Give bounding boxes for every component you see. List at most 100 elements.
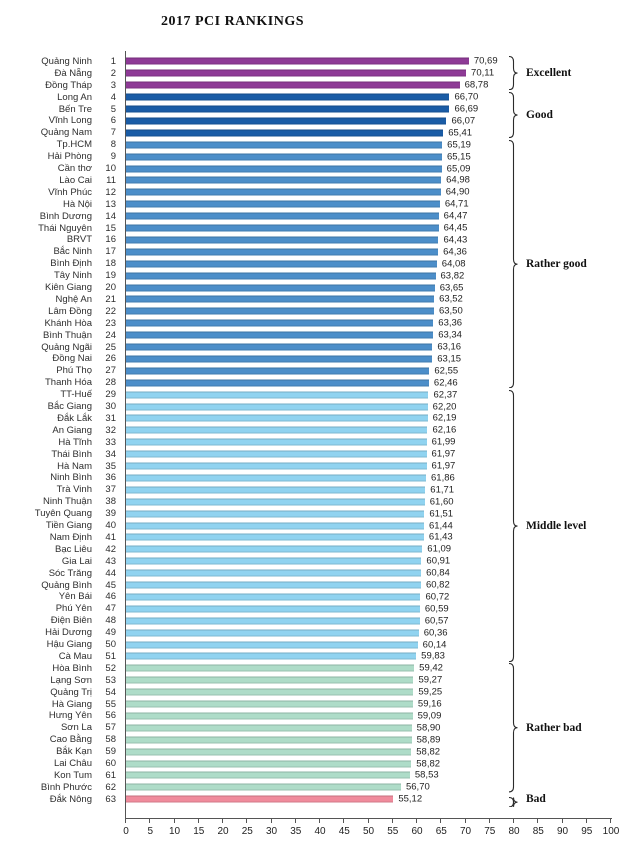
x-axis-tick <box>319 818 320 823</box>
score-bar <box>126 450 427 458</box>
bar-cell: 58,89 <box>126 734 638 746</box>
bar-cell: 64,36 <box>126 246 638 258</box>
score-value: 60,82 <box>425 579 450 591</box>
rank-label: 45 <box>105 579 116 591</box>
score-value: 64,08 <box>441 258 466 270</box>
province-label: Tiền Giang <box>45 520 92 532</box>
bar-cell: 60,57 <box>126 615 638 627</box>
bar-row: Khánh Hòa 23 63,36 <box>0 317 638 329</box>
bar-row: Kon Tum 61 58,53 <box>0 770 638 782</box>
rank-label: 37 <box>105 484 116 496</box>
score-bar <box>126 498 425 506</box>
score-value: 65,41 <box>448 127 473 139</box>
rank-label: 61 <box>105 769 116 781</box>
province-label: Quảng Ngãi <box>41 341 92 353</box>
score-value: 62,16 <box>432 424 457 436</box>
score-bar <box>126 295 435 303</box>
score-value: 63,36 <box>438 317 463 329</box>
bar-cell: 62,20 <box>126 401 638 413</box>
score-value: 61,71 <box>430 484 455 496</box>
bar-cell: 64,08 <box>126 258 638 270</box>
province-label: Cà Mau <box>58 650 92 662</box>
bar-cell: 66,70 <box>126 91 638 103</box>
bar-row: Nghệ An 21 63,52 <box>0 294 638 306</box>
rank-label: 53 <box>105 674 116 686</box>
category-label: Rather good <box>526 257 587 270</box>
province-label: Quảng Ninh <box>41 55 92 67</box>
rank-label: 58 <box>105 734 116 746</box>
score-value: 63,50 <box>438 305 463 317</box>
rank-label: 12 <box>105 186 116 198</box>
score-bar <box>126 188 441 196</box>
x-axis-tick-label: 40 <box>314 826 326 837</box>
score-value: 62,20 <box>432 401 457 413</box>
bar-cell: 56,70 <box>126 781 638 793</box>
bar-cell: 63,16 <box>126 341 638 353</box>
score-bar <box>126 355 433 363</box>
province-label: Hà Tĩnh <box>58 436 92 448</box>
score-bar <box>126 236 439 244</box>
score-value: 66,69 <box>454 103 479 115</box>
rank-label: 23 <box>105 317 116 329</box>
score-value: 65,15 <box>446 151 471 163</box>
score-bar <box>126 319 434 327</box>
score-bar <box>126 224 439 232</box>
rank-label: 13 <box>105 198 116 210</box>
bar-cell: 59,27 <box>126 674 638 686</box>
category-brace <box>508 139 519 389</box>
score-value: 60,72 <box>425 591 450 603</box>
bar-cell: 58,82 <box>126 758 638 770</box>
bar-row: Cà Mau 51 59,83 <box>0 651 638 663</box>
category-label: Bad <box>526 793 546 806</box>
score-bar <box>126 129 444 137</box>
bar-row: Nam Định 41 61,43 <box>0 532 638 544</box>
bar-row: Ninh Bình 36 61,86 <box>0 472 638 484</box>
category-label: Excellent <box>526 67 572 80</box>
bar-cell: 61,71 <box>126 484 638 496</box>
bar-cell: 59,16 <box>126 698 638 710</box>
bar-row: Đà Nẵng 2 70,11 <box>0 67 638 79</box>
score-value: 63,34 <box>438 329 462 341</box>
bar-row: Đắk Lắk 31 62,19 <box>0 413 638 425</box>
score-bar <box>126 486 426 494</box>
score-bar <box>126 141 443 149</box>
x-axis-tick-label: 30 <box>265 826 278 837</box>
province-label: Tp.HCM <box>56 139 92 151</box>
score-bar <box>126 545 423 553</box>
bar-cell: 59,42 <box>126 662 638 674</box>
score-bar <box>126 462 427 470</box>
score-bar <box>126 165 442 173</box>
rank-label: 38 <box>105 496 116 508</box>
bar-cell: 65,15 <box>126 151 638 163</box>
bar-row: Kiên Giang 20 63,65 <box>0 282 638 294</box>
score-value: 58,82 <box>416 746 441 758</box>
rank-label: 54 <box>105 686 116 698</box>
bar-row: An Giang 32 62,16 <box>0 424 638 436</box>
x-axis-tick <box>246 818 248 823</box>
province-label: Lâm Đồng <box>48 305 92 317</box>
score-value: 60,91 <box>426 555 451 567</box>
province-label: Bình Dương <box>39 210 92 222</box>
bar-row: Lạng Sơn 53 59,27 <box>0 674 638 686</box>
x-axis-tick-label: 65 <box>435 826 447 837</box>
score-bar <box>126 724 412 732</box>
score-value: 59,16 <box>417 698 442 710</box>
category-brace <box>508 91 519 139</box>
score-bar <box>126 379 429 387</box>
score-bar <box>126 593 421 601</box>
bar-row: Tiền Giang 40 61,44 <box>0 520 638 532</box>
score-value: 61,60 <box>429 496 454 508</box>
rank-label: 33 <box>105 436 116 448</box>
bar-row: Quảng Nam 7 65,41 <box>0 127 638 139</box>
score-value: 60,59 <box>424 603 449 615</box>
rank-label: 35 <box>105 460 116 472</box>
score-bar <box>126 403 428 411</box>
province-label: Bắk Kạn <box>56 746 92 758</box>
score-bar <box>126 581 421 589</box>
rank-label: 9 <box>110 151 116 163</box>
category-brace <box>508 794 519 808</box>
rank-label: 31 <box>105 412 116 424</box>
x-axis-tick <box>294 818 296 823</box>
province-label: An Giang <box>52 424 92 436</box>
province-label: Khánh Hòa <box>44 317 92 329</box>
